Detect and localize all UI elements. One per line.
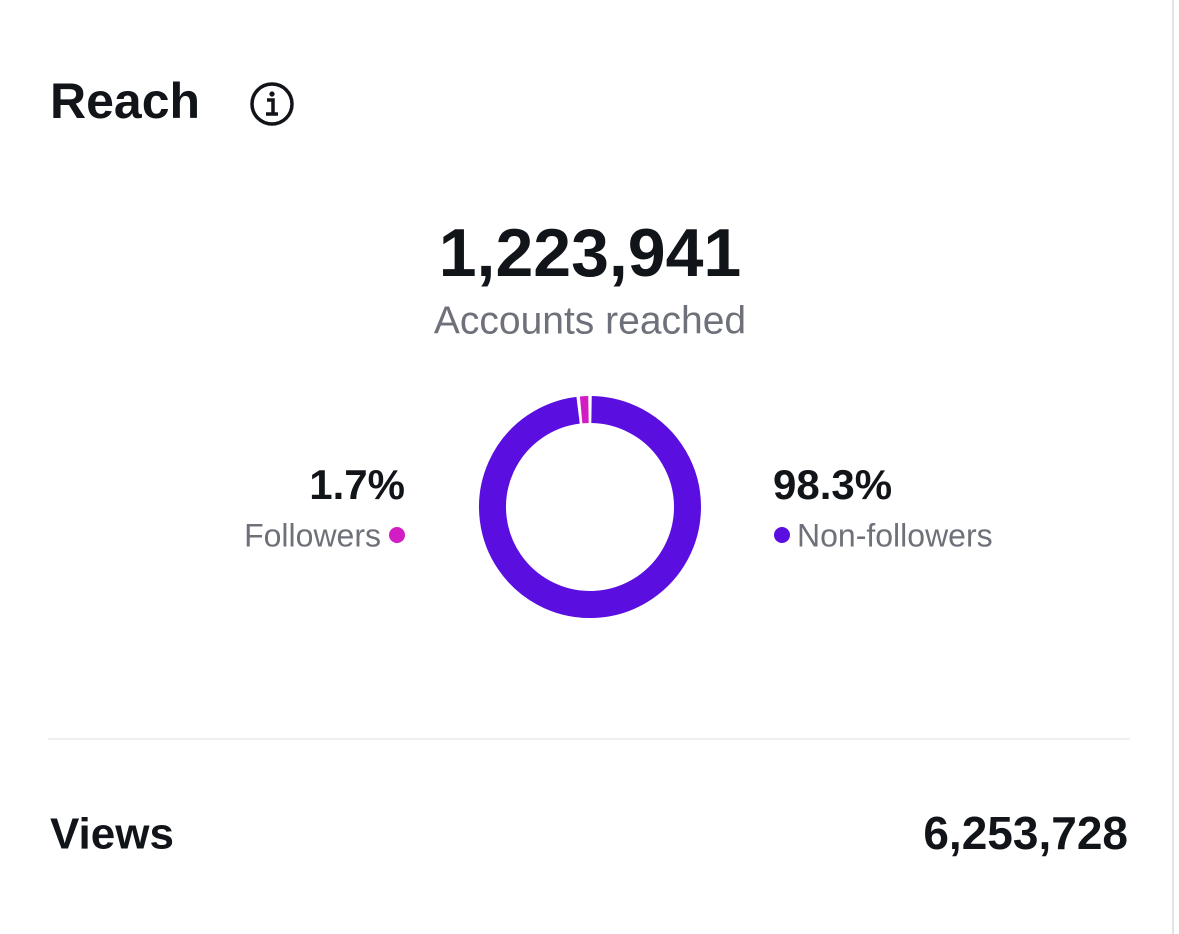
reach-label: Accounts reached xyxy=(434,299,746,342)
followers-label: Followers xyxy=(244,517,381,553)
title: Reach xyxy=(50,73,200,129)
followers-percent: 1.7% xyxy=(309,461,405,508)
info-circle xyxy=(250,82,294,126)
views-value: 6,253,728 xyxy=(923,807,1128,859)
views-label: Views xyxy=(50,810,174,859)
info-stem xyxy=(266,98,278,116)
non-followers-percent: 98.3% xyxy=(773,461,892,508)
reach-value: 1,223,941 xyxy=(439,215,742,291)
info-dot xyxy=(269,91,275,97)
non-followers-label: Non-followers xyxy=(797,517,993,553)
non-followers-dot xyxy=(774,527,790,543)
donut-segment xyxy=(479,396,701,618)
followers-dot xyxy=(389,527,405,543)
info-icon[interactable] xyxy=(250,82,294,126)
